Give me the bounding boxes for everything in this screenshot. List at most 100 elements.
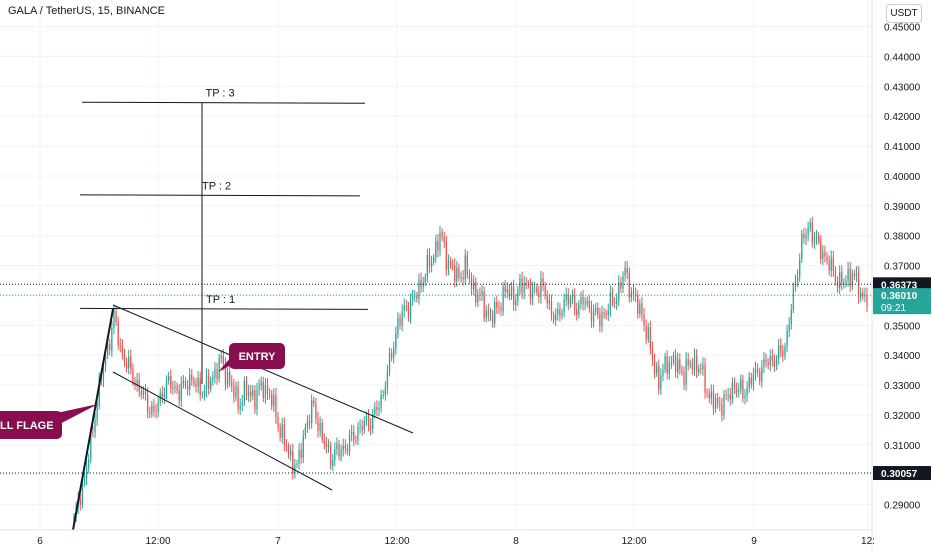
candle-body (641, 303, 643, 316)
candle-body (826, 256, 828, 261)
candle-body (801, 233, 803, 260)
candle-body (609, 292, 612, 311)
candle-body (109, 344, 111, 351)
candle-body (229, 371, 231, 383)
candle-body (672, 355, 675, 363)
time-axis[interactable]: 6 12:00 7 12:00 8 12:00 9 12: (0, 529, 875, 547)
candle-body (595, 307, 597, 312)
candle-body (700, 368, 702, 370)
candle-body (258, 386, 260, 390)
candle-body (363, 421, 365, 430)
candle-body (546, 296, 548, 304)
candle-body (252, 390, 254, 396)
candle-body (130, 356, 132, 369)
time-tick-label: 7 (275, 536, 281, 547)
candle-body (182, 380, 185, 384)
candle-body (832, 257, 834, 271)
candle-body (433, 257, 435, 262)
candle-body (107, 344, 109, 356)
candle-body (582, 297, 584, 305)
candle-body (128, 356, 130, 369)
candle-body (428, 255, 431, 267)
candle-body (601, 312, 603, 327)
drawings: TP : 3 TP : 2 TP : 1 ENTRY LL FLAGE (0, 88, 872, 531)
price-axis[interactable]: 0.290000.300000.310000.320000.330000.340… (871, 0, 932, 550)
candle-body (441, 232, 443, 238)
tp1-line (79, 307, 369, 310)
candle-body (468, 274, 471, 280)
candle-body (334, 449, 336, 460)
flag-callout-pointer (52, 404, 98, 428)
candle-body (464, 255, 466, 280)
candle-body (340, 450, 342, 457)
price-tick-label: 0.31000 (884, 441, 921, 452)
candle-body (580, 297, 582, 305)
candle-body (355, 440, 357, 442)
candle-body (405, 305, 407, 307)
tp2-line (79, 194, 361, 197)
price-tick-label: 0.40000 (884, 172, 921, 183)
candle-body (170, 375, 172, 388)
candle-body (620, 282, 622, 289)
candle-body (506, 289, 508, 293)
currency-badge[interactable]: USDT (886, 4, 922, 23)
candle-body (403, 305, 405, 311)
candle-body (306, 421, 309, 428)
price-tick-label: 0.29000 (884, 501, 921, 512)
candle-body (374, 407, 376, 414)
candle-body (573, 295, 576, 310)
candle-body (83, 478, 86, 482)
candle-body (224, 364, 227, 385)
candle-body (552, 315, 555, 321)
candle-body (719, 403, 721, 405)
candle-body (817, 236, 820, 241)
candle-body (203, 390, 206, 396)
candle-body (142, 390, 145, 395)
candle-body (372, 413, 374, 429)
candle-body (260, 381, 262, 387)
symbol-title: GALA / TetherUS, 15, BINANCE (8, 5, 165, 17)
candle-body (590, 307, 593, 322)
candle-body (496, 302, 498, 308)
price-axis-bg[interactable] (872, 0, 932, 550)
candle-body (243, 381, 246, 402)
candle-body (193, 380, 195, 384)
price-marker-label: 0.36373 (881, 280, 918, 291)
candle-body (857, 273, 860, 298)
candle-body (151, 405, 153, 414)
candle-body (144, 390, 147, 395)
price-tick-label: 0.44000 (884, 52, 921, 63)
candle-body (231, 382, 233, 386)
candle-body (634, 294, 637, 296)
candle-body (626, 267, 628, 273)
candle-body (332, 459, 334, 466)
tp1-label: TP : 1 (206, 294, 235, 306)
candle-body (483, 291, 485, 318)
candle-body (662, 369, 664, 376)
candle-body (845, 280, 847, 283)
candle-body (807, 228, 809, 236)
candle-body (775, 359, 778, 367)
candle-body (96, 405, 98, 421)
price-tick-label: 0.41000 (884, 142, 921, 153)
candle-body (794, 280, 797, 287)
candle-body (121, 345, 124, 354)
candle-body (723, 394, 725, 416)
candle-body (420, 279, 422, 287)
candle-body (517, 291, 519, 302)
candle-body (222, 355, 224, 365)
candle-body (327, 445, 330, 448)
candle-body (710, 391, 712, 399)
candle-body (189, 374, 191, 390)
candle-body (561, 312, 563, 317)
candle-body (250, 391, 252, 396)
candle-body (744, 395, 746, 399)
candle-body (454, 265, 456, 281)
candle-body (168, 375, 170, 381)
candle-body (538, 291, 540, 298)
candle-body (199, 378, 201, 396)
candle-body (401, 310, 403, 326)
candle-body (254, 390, 256, 410)
